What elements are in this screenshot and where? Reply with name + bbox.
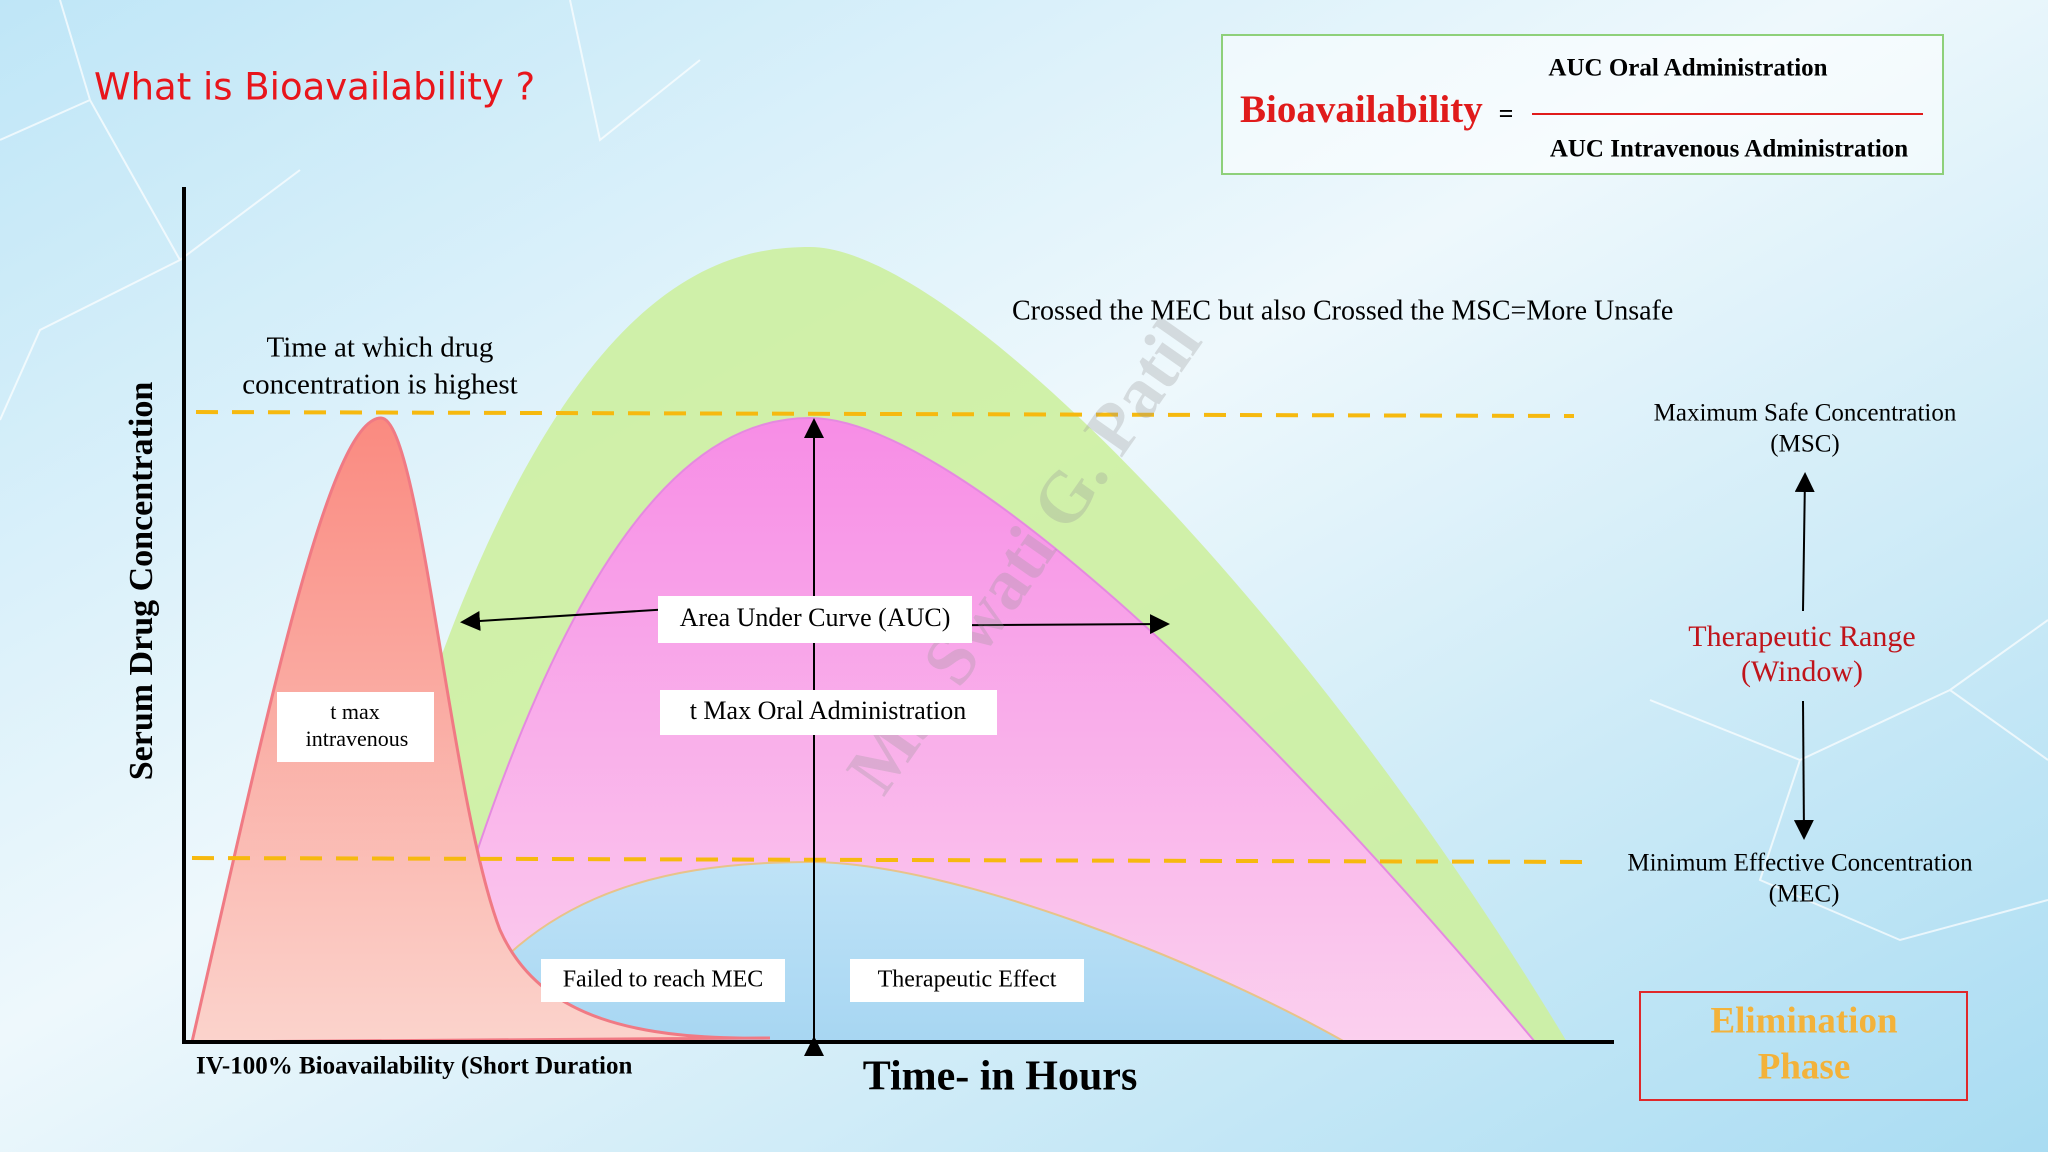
formula-equals: = [1499, 99, 1514, 128]
label-box [541, 959, 785, 1002]
peak-note: concentration is highest [242, 369, 517, 401]
decor-network [0, 0, 2048, 940]
tmax-iv-label: t max [330, 699, 380, 724]
mec-label: Minimum Effective Concentration [1627, 850, 1973, 877]
msc-line [195, 410, 1575, 418]
msc-label: (MSC) [1770, 431, 1839, 458]
elimination-label: Elimination [1710, 1000, 1898, 1041]
range-label: Therapeutic Range [1688, 620, 1915, 653]
x-axis-label: Time- in Hours [863, 1054, 1138, 1100]
msc-label: Maximum Safe Concentration [1654, 400, 1957, 427]
formula-denominator: AUC Intravenous Administration [1550, 136, 1908, 163]
auc-label: Area Under Curve (AUC) [680, 603, 951, 632]
formula-numerator: AUC Oral Administration [1548, 55, 1827, 82]
label-box [850, 959, 1084, 1002]
range-arrow-up [1794, 472, 1815, 612]
elimination-box [1639, 991, 1968, 1101]
iv-curve [190, 416, 771, 1044]
elimination-label: Phase [1758, 1046, 1851, 1087]
tmax-iv-label: intravenous [306, 726, 409, 751]
x-axis-note: IV-100% Bioavailability (Short Duration [196, 1053, 632, 1080]
label-box [660, 690, 997, 735]
y-axis-label: Serum Drug Concentration [123, 382, 160, 781]
label-box [277, 692, 434, 762]
mec-label: (MEC) [1769, 881, 1840, 908]
slide-title: What is Bioavailability ? [94, 66, 535, 109]
formula-lhs: Bioavailability [1240, 88, 1483, 131]
unsafe-note: Crossed the MEC but also Crossed the MSC… [1012, 295, 1673, 326]
range-label: (Window) [1741, 655, 1863, 688]
mec-line [191, 856, 1594, 864]
formula-box [1221, 34, 1944, 175]
label-box [658, 596, 972, 643]
therapeutic-effect-label: Therapeutic Effect [878, 967, 1057, 993]
tmax-oral-label: t Max Oral Administration [690, 696, 967, 725]
failed-label: Failed to reach MEC [563, 967, 764, 993]
range-arrow-down [1793, 700, 1814, 840]
peak-note: Time at which drug [267, 332, 494, 364]
